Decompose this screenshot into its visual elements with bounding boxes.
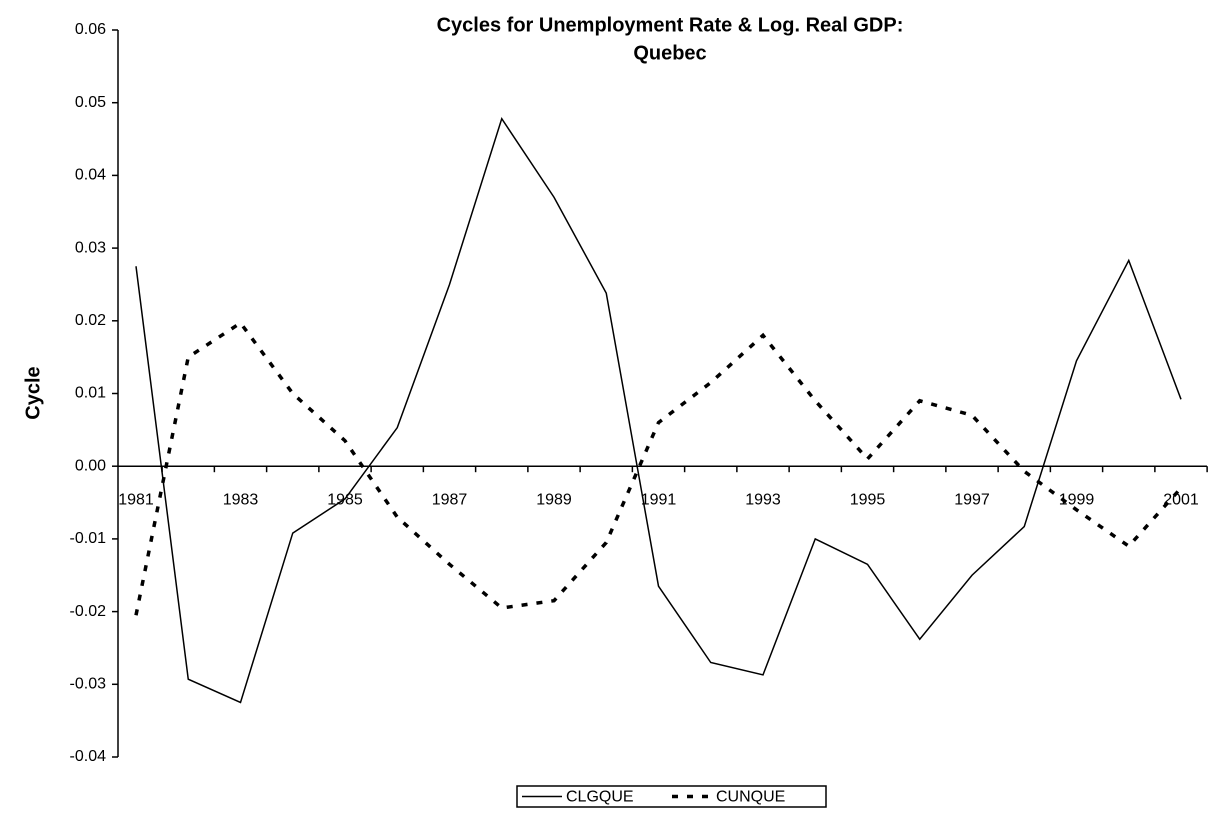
y-tick-label: -0.04: [70, 748, 107, 765]
x-tick-label: 1989: [536, 491, 572, 508]
x-tick-label: 1987: [432, 491, 468, 508]
x-tick-label: 1993: [745, 491, 781, 508]
x-tick-label: 1999: [1059, 491, 1095, 508]
legend-label: CLGQUE: [566, 789, 634, 806]
y-tick-label: -0.01: [70, 530, 107, 547]
line-series: [134, 320, 1183, 616]
y-tick-label: 0.05: [75, 94, 106, 111]
legend-label: CUNQUE: [716, 789, 785, 806]
line-series: [135, 116, 1182, 704]
y-tick-label: -0.03: [70, 676, 107, 693]
x-tick-label: 1997: [954, 491, 990, 508]
y-tick-label: 0.00: [75, 457, 106, 474]
x-tick-label: 1991: [641, 491, 677, 508]
x-tick-label: 1983: [223, 491, 259, 508]
y-tick-label: 0.03: [75, 239, 106, 256]
chart-title: Quebec: [633, 42, 706, 64]
x-tick-label: 1981: [118, 491, 154, 508]
x-tick-label: 1995: [850, 491, 886, 508]
legend-box: [516, 785, 827, 808]
x-tick-label: 1985: [327, 491, 363, 508]
y-tick-label: 0.04: [75, 167, 106, 184]
x-tick-label: 2001: [1163, 491, 1199, 508]
y-tick-label: 0.01: [75, 385, 106, 402]
y-tick-label: 0.02: [75, 312, 106, 329]
y-tick-label: 0.06: [75, 21, 106, 38]
y-axis-title: Cycle: [22, 366, 44, 419]
chart-title: Cycles for Unemployment Rate & Log. Real…: [437, 14, 904, 36]
y-tick-label: -0.02: [70, 603, 107, 620]
